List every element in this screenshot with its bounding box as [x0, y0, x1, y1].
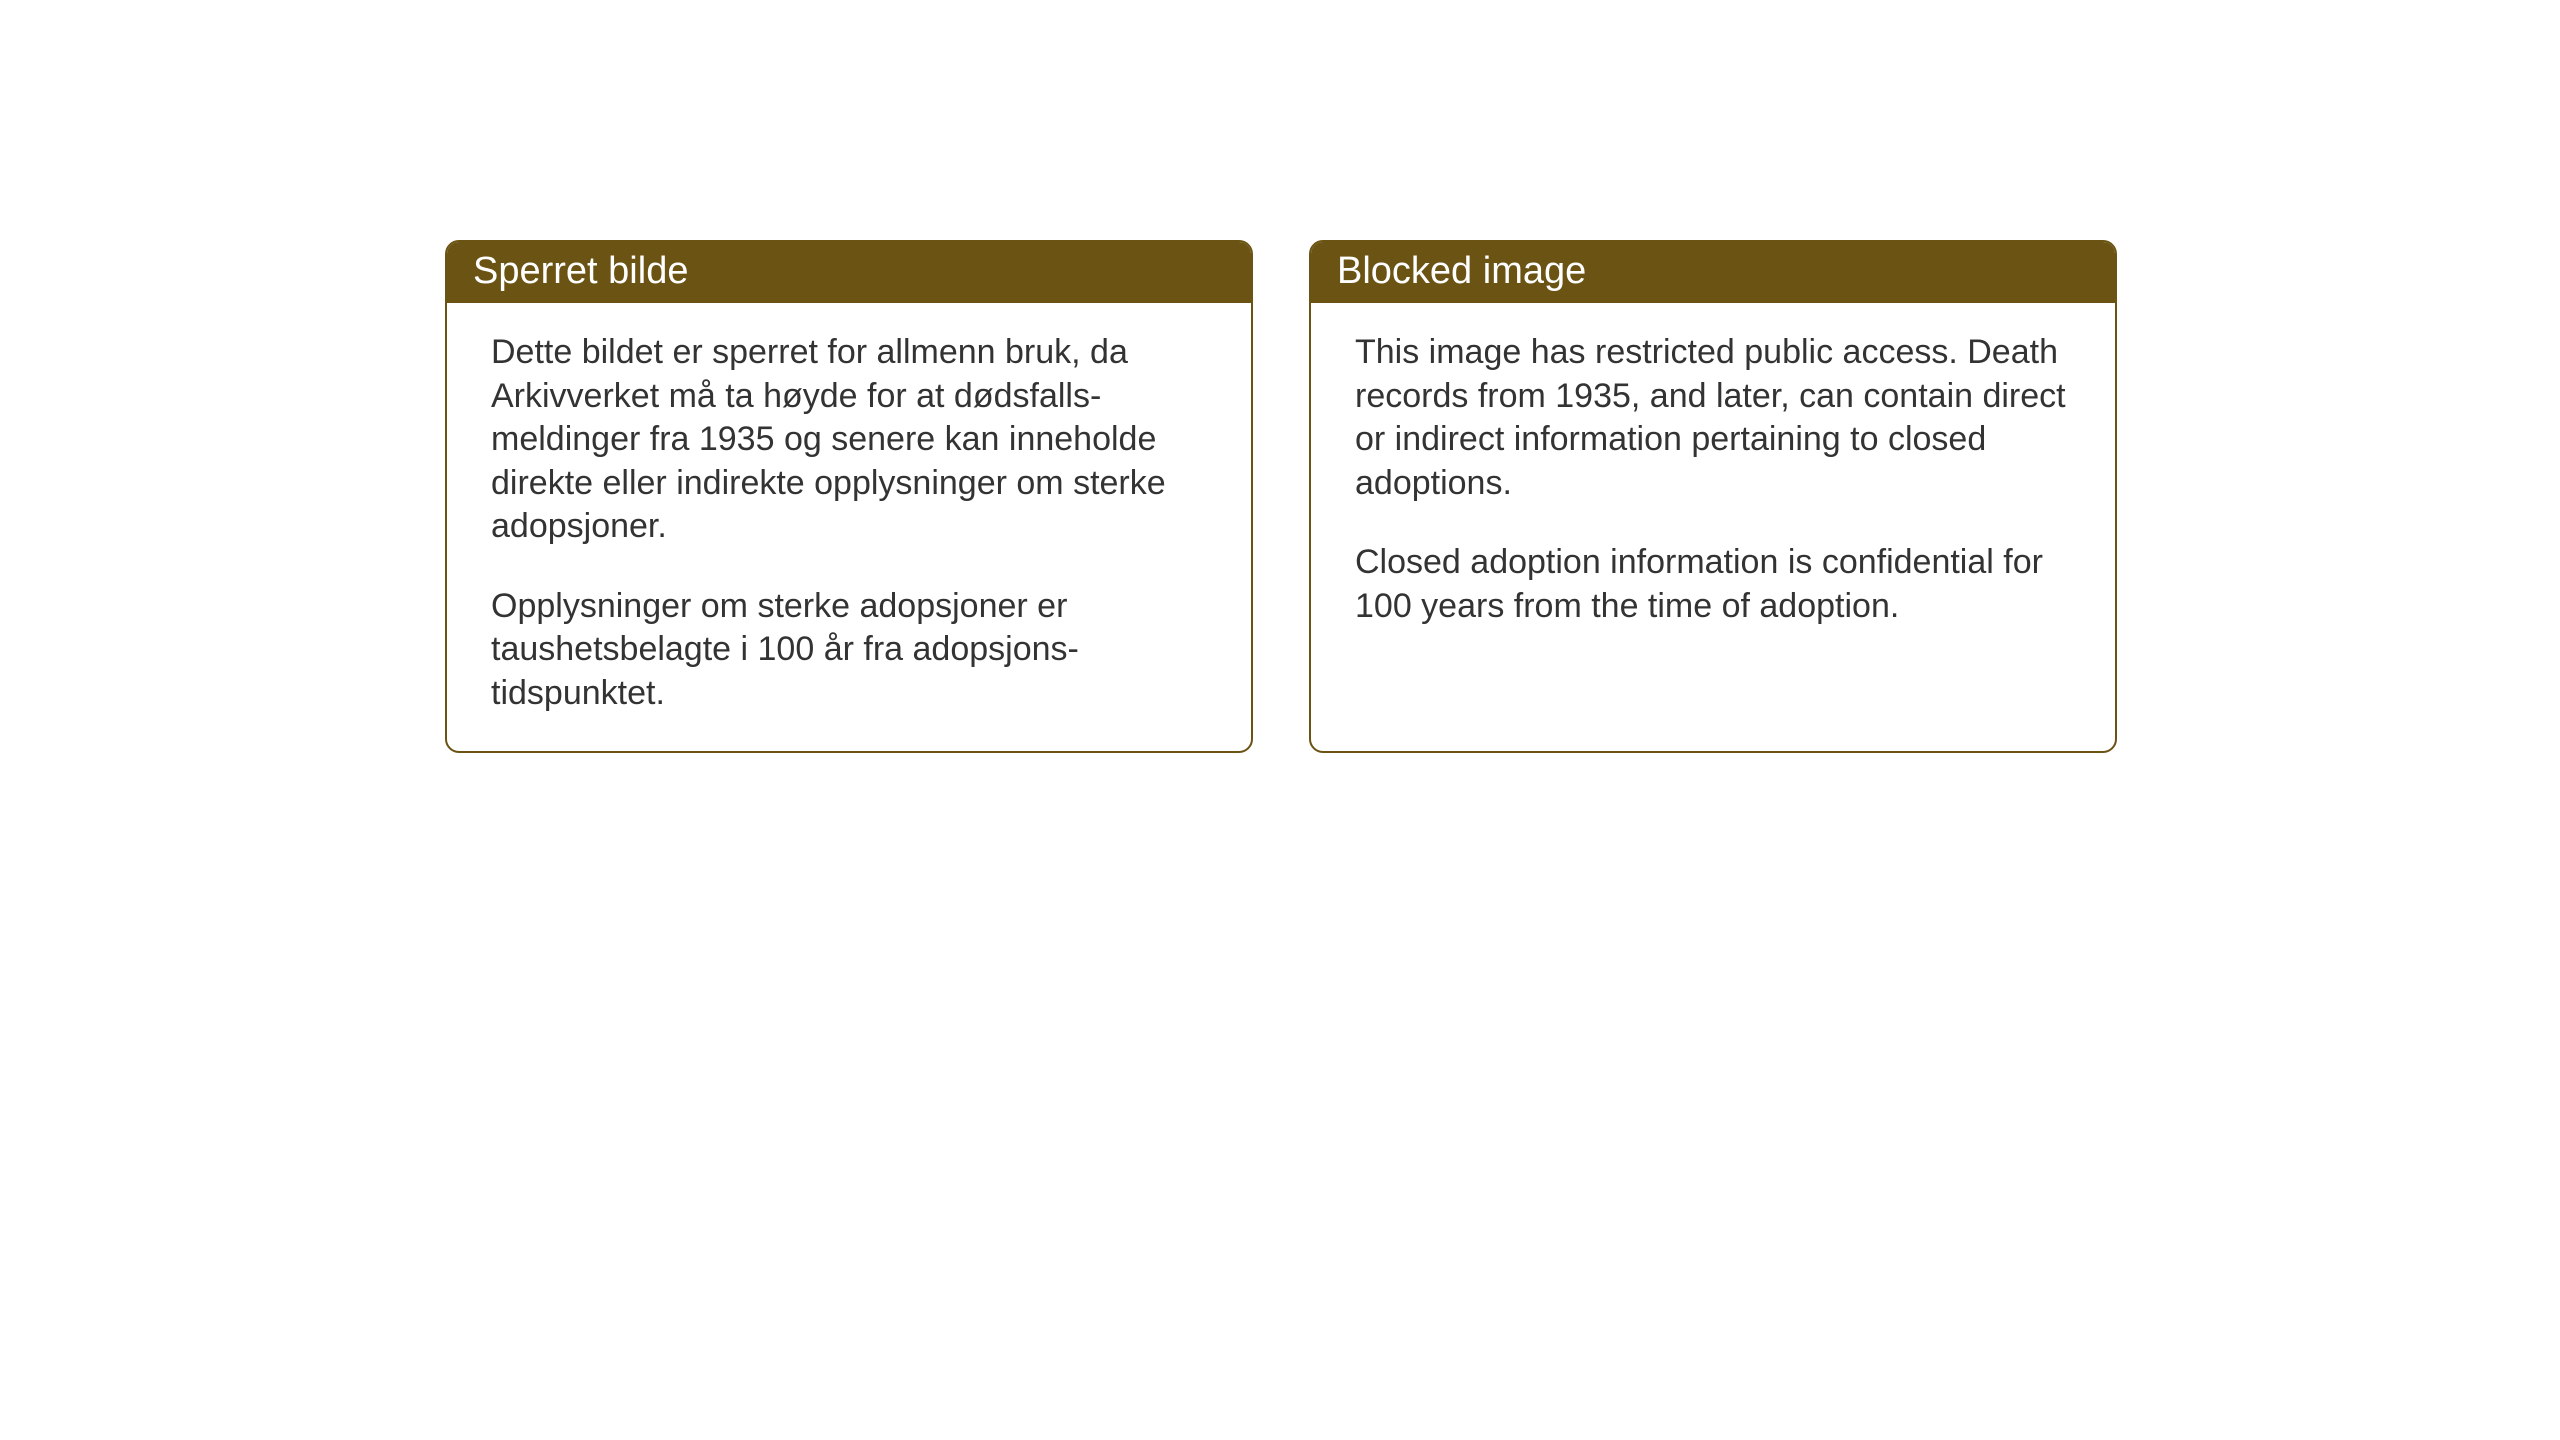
- notice-paragraph-1-norwegian: Dette bildet er sperret for allmenn bruk…: [491, 331, 1207, 549]
- notice-body-english: This image has restricted public access.…: [1311, 303, 2115, 693]
- notice-header-english: Blocked image: [1311, 242, 2115, 303]
- notice-container: Sperret bilde Dette bildet er sperret fo…: [445, 240, 2117, 753]
- notice-card-english: Blocked image This image has restricted …: [1309, 240, 2117, 753]
- notice-title-english: Blocked image: [1337, 250, 1586, 292]
- notice-card-norwegian: Sperret bilde Dette bildet er sperret fo…: [445, 240, 1253, 753]
- notice-body-norwegian: Dette bildet er sperret for allmenn bruk…: [447, 303, 1251, 751]
- notice-paragraph-2-norwegian: Opplysninger om sterke adopsjoner er tau…: [491, 585, 1207, 716]
- notice-title-norwegian: Sperret bilde: [473, 250, 688, 292]
- notice-paragraph-2-english: Closed adoption information is confident…: [1355, 541, 2071, 628]
- notice-header-norwegian: Sperret bilde: [447, 242, 1251, 303]
- notice-paragraph-1-english: This image has restricted public access.…: [1355, 331, 2071, 505]
